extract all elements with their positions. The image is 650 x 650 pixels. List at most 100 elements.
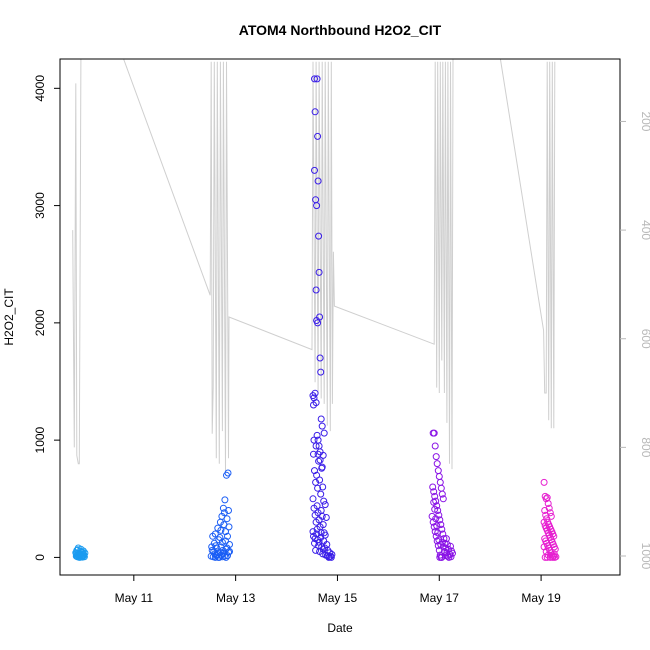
data-point (212, 542, 220, 550)
data-point (320, 429, 328, 437)
data-point (317, 368, 325, 376)
data-point (319, 451, 327, 459)
y-axis-right: 200 400 600 800 1000 (620, 111, 650, 570)
data-point (311, 166, 318, 174)
x-axis-title: Date (327, 621, 353, 635)
y-tick-label: 0 (33, 554, 47, 561)
data-point (437, 541, 445, 548)
data-point (318, 512, 326, 520)
data-point (314, 132, 322, 140)
data-point (224, 469, 232, 477)
data-point (319, 521, 327, 529)
data-point (211, 553, 219, 561)
data-point (220, 509, 228, 517)
chart-title: ATOM4 Northbound H2O2_CIT (239, 22, 442, 38)
data-point (315, 538, 323, 546)
data-point (222, 537, 229, 545)
data-point (436, 516, 444, 524)
data-point (79, 549, 87, 556)
data-point (315, 232, 323, 240)
data-point (320, 497, 328, 505)
data-point (313, 502, 321, 510)
data-point (550, 550, 558, 558)
data-point (540, 478, 548, 486)
y2-tick-label: 400 (639, 220, 650, 240)
data-point (211, 530, 219, 538)
data-point (217, 526, 225, 534)
data-point (310, 450, 317, 458)
y-axis-title: H2O2_CIT (2, 288, 16, 346)
data-point (440, 535, 448, 543)
data-point (438, 490, 446, 498)
data-point (541, 507, 549, 514)
x-tick-label: May 17 (420, 591, 460, 605)
data-point (317, 415, 325, 423)
data-point (319, 483, 327, 491)
data-point (312, 442, 320, 450)
data-point (543, 553, 551, 561)
data-point (316, 456, 324, 464)
data-point (542, 511, 550, 519)
data-point (75, 552, 83, 560)
data-point (316, 354, 324, 362)
data-point (430, 429, 438, 437)
y-tick-label: 3000 (33, 192, 47, 219)
data-point (310, 436, 318, 444)
data-point (218, 553, 226, 561)
data-point (312, 286, 320, 294)
data-point (432, 453, 440, 461)
data-point (80, 552, 88, 560)
data-point (313, 431, 321, 439)
data-point (322, 514, 330, 521)
data-points-layer (72, 75, 560, 561)
data-point (316, 476, 324, 484)
data-point (438, 525, 446, 533)
data-point (431, 505, 439, 513)
plot-frame (59, 58, 621, 576)
data-point (208, 543, 216, 551)
data-point (439, 495, 447, 503)
y-tick-label: 4000 (33, 75, 47, 102)
data-point (312, 399, 320, 407)
data-point (309, 528, 317, 536)
data-point (318, 422, 326, 430)
data-point (433, 522, 441, 530)
data-point (224, 532, 231, 540)
data-point (315, 457, 323, 465)
data-point (315, 268, 323, 276)
data-point (216, 549, 224, 557)
data-point (314, 484, 322, 492)
data-point (327, 553, 335, 561)
data-point (222, 553, 230, 561)
data-point (225, 523, 233, 531)
data-point (321, 531, 329, 539)
data-point (313, 525, 321, 533)
data-point (433, 460, 441, 468)
data-point (216, 534, 224, 541)
x-tick-label: May 19 (521, 591, 561, 605)
data-point (318, 463, 326, 471)
data-point (317, 529, 325, 537)
data-point (324, 546, 332, 554)
y2-tick-label: 800 (639, 437, 650, 457)
y-tick-label: 1000 (33, 426, 47, 453)
data-point (319, 545, 327, 553)
data-point (309, 495, 317, 503)
y-axis-left: 0 1000 2000 3000 4000 (33, 75, 60, 561)
data-point (542, 495, 550, 503)
data-point (314, 450, 322, 458)
data-point (314, 177, 322, 185)
data-point (437, 521, 445, 529)
data-point (439, 530, 447, 538)
data-point (434, 529, 442, 537)
y-tick-label: 2000 (33, 309, 47, 336)
data-point (432, 515, 440, 523)
data-point (433, 537, 441, 545)
data-point (78, 553, 86, 561)
series-5 (540, 478, 560, 561)
x-tick-label: May 11 (115, 591, 154, 605)
series-3 (309, 75, 336, 561)
data-point (429, 483, 437, 491)
x-tick-label: May 15 (318, 591, 358, 605)
